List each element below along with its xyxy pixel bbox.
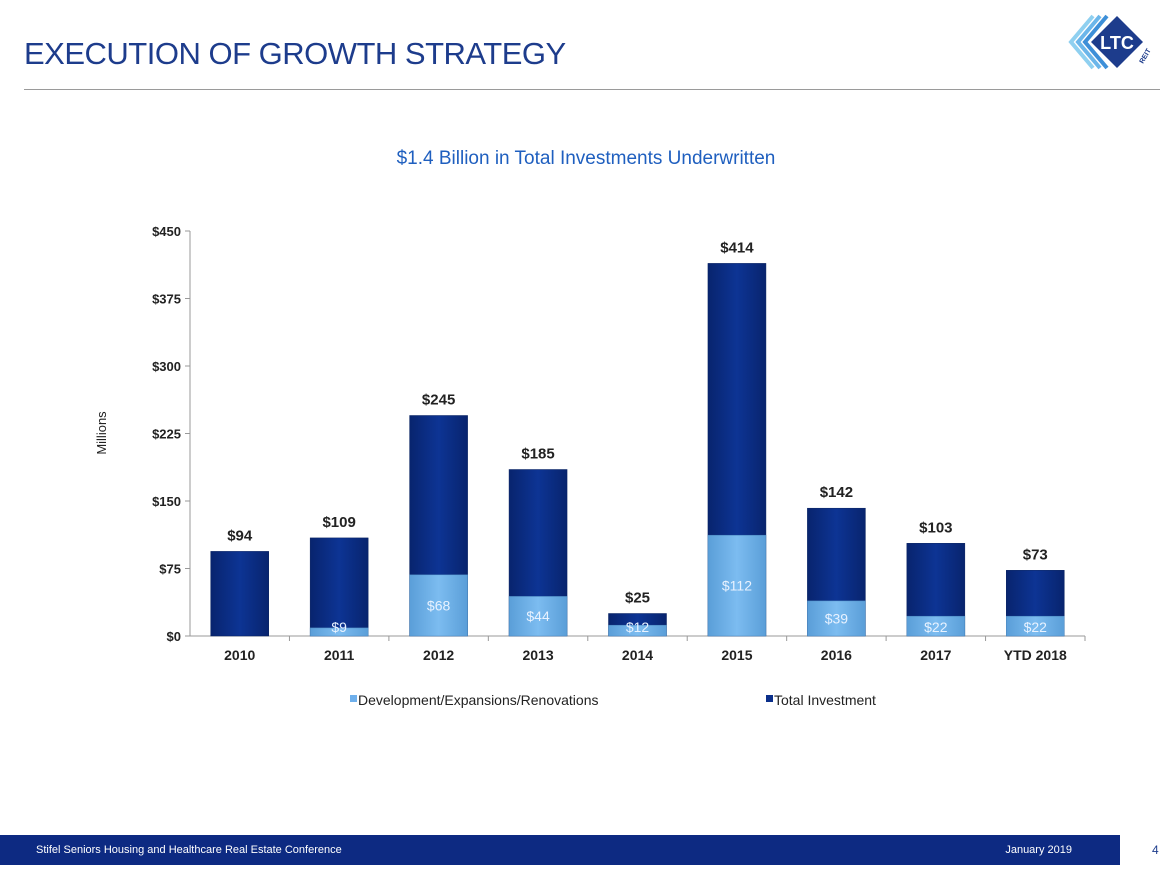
x-tick-label: 2015 bbox=[721, 647, 752, 663]
data-label-total: $109 bbox=[322, 514, 355, 531]
footer-date: January 2019 bbox=[1005, 844, 1072, 856]
data-label-total: $245 bbox=[422, 392, 455, 409]
data-label-development: $112 bbox=[722, 578, 752, 594]
slide-title: EXECUTION OF GROWTH STRATEGY bbox=[24, 36, 566, 71]
footer-bar: Stifel Seniors Housing and Healthcare Re… bbox=[0, 835, 1120, 865]
y-tick-label: $75 bbox=[159, 562, 181, 577]
bar-development bbox=[508, 596, 568, 637]
data-label-development: $9 bbox=[331, 619, 347, 635]
data-label-total: $94 bbox=[227, 527, 253, 544]
legend-label: Development/Expansions/Renovations bbox=[358, 692, 598, 708]
y-tick-label: $450 bbox=[152, 224, 181, 239]
data-label-total: $414 bbox=[720, 239, 754, 256]
bar-development bbox=[807, 600, 866, 637]
legend-swatch bbox=[350, 695, 357, 702]
legend-label: Total Investment bbox=[774, 692, 876, 708]
investment-bar-chart: $0 $75 $150 $225 $300 $375 $450 Millions 2010 $94… bbox=[94, 224, 1086, 708]
bar-development bbox=[309, 627, 369, 637]
x-tick-label: 2013 bbox=[522, 647, 553, 663]
bar-development bbox=[608, 624, 667, 637]
data-label-development: $68 bbox=[427, 597, 451, 613]
x-tick-label: YTD 2018 bbox=[1004, 647, 1067, 663]
x-tick-label: 2012 bbox=[423, 647, 454, 663]
data-label-total: $73 bbox=[1023, 546, 1048, 563]
svg-text:LTC: LTC bbox=[1100, 33, 1134, 53]
bar-development bbox=[1006, 615, 1065, 637]
x-tick-label: 2010 bbox=[224, 647, 255, 663]
legend-swatch bbox=[766, 695, 773, 702]
conference-name: Stifel Seniors Housing and Healthcare Re… bbox=[36, 844, 342, 856]
title-divider bbox=[24, 89, 1160, 90]
bar-development bbox=[707, 534, 767, 637]
data-label-total: $25 bbox=[625, 590, 650, 607]
bar-total-investment bbox=[210, 551, 269, 637]
ltc-reit-logo: LTC REIT bbox=[1068, 14, 1153, 70]
y-tick-label: $0 bbox=[167, 629, 181, 644]
x-tick-label: 2016 bbox=[821, 647, 852, 663]
bar-total-investment bbox=[309, 537, 369, 637]
chart-title: $1.4 Billion in Total Investments Underw… bbox=[396, 148, 776, 169]
y-tick-label: $300 bbox=[152, 359, 181, 374]
x-tick-label: 2014 bbox=[622, 647, 653, 663]
data-label-development: $39 bbox=[825, 610, 849, 626]
bar-development bbox=[409, 574, 468, 637]
y-tick-label: $225 bbox=[152, 427, 181, 442]
x-tick-label: 2011 bbox=[324, 647, 355, 663]
bar-development bbox=[906, 615, 966, 637]
page-number: 4 bbox=[1152, 843, 1159, 857]
data-label-development: $12 bbox=[626, 619, 650, 635]
data-label-total: $185 bbox=[521, 446, 554, 463]
data-label-development: $22 bbox=[1024, 619, 1048, 635]
data-label-total: $142 bbox=[820, 484, 853, 501]
x-tick-label: 2017 bbox=[920, 647, 951, 663]
y-tick-label: $150 bbox=[152, 494, 181, 509]
data-label-development: $44 bbox=[526, 608, 550, 624]
y-axis-label: Millions bbox=[94, 411, 109, 455]
data-label-development: $22 bbox=[924, 619, 948, 635]
y-tick-label: $375 bbox=[152, 292, 181, 307]
data-label-total: $103 bbox=[919, 519, 952, 536]
